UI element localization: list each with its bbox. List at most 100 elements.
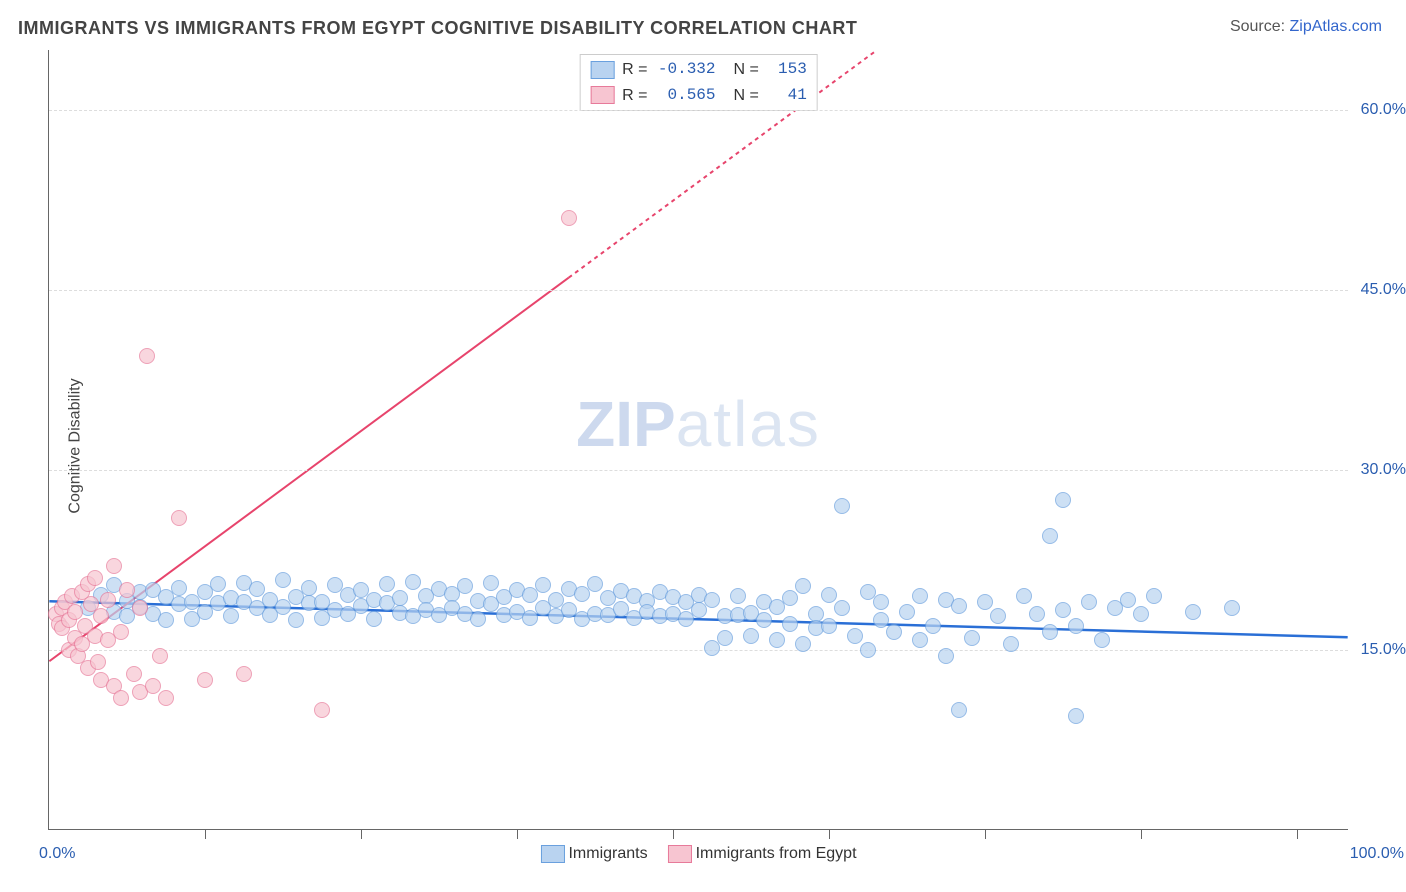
data-point	[795, 578, 811, 594]
data-point	[145, 678, 161, 694]
data-point	[821, 587, 837, 603]
watermark: ZIPatlas	[576, 387, 821, 461]
legend-swatch	[540, 845, 564, 863]
data-point	[1016, 588, 1032, 604]
data-point	[301, 580, 317, 596]
x-tick	[361, 829, 362, 839]
data-point	[405, 574, 421, 590]
data-point	[93, 608, 109, 624]
chart-title: IMMIGRANTS VS IMMIGRANTS FROM EGYPT COGN…	[18, 18, 857, 39]
x-tick	[985, 829, 986, 839]
trendlines-svg	[49, 50, 1348, 829]
source-link[interactable]: ZipAtlas.com	[1290, 18, 1382, 35]
data-point	[769, 632, 785, 648]
scatter-plot-area: ZIPatlas R =-0.332N =153R =0.565N =41 Im…	[48, 50, 1348, 830]
data-point	[925, 618, 941, 634]
gridline-h	[49, 470, 1348, 471]
legend-swatch	[668, 845, 692, 863]
data-point	[795, 636, 811, 652]
data-point	[171, 510, 187, 526]
data-point	[1224, 600, 1240, 616]
data-point	[106, 558, 122, 574]
data-point	[1029, 606, 1045, 622]
data-point	[1068, 618, 1084, 634]
data-point	[1094, 632, 1110, 648]
legend-swatch	[590, 86, 614, 104]
legend-r-label: R =	[622, 83, 647, 109]
data-point	[158, 612, 174, 628]
data-point	[951, 598, 967, 614]
data-point	[912, 588, 928, 604]
data-point	[379, 576, 395, 592]
x-tick	[517, 829, 518, 839]
watermark-atlas: atlas	[676, 388, 821, 460]
data-point	[912, 632, 928, 648]
data-point	[1055, 602, 1071, 618]
data-point	[1042, 624, 1058, 640]
data-point	[756, 612, 772, 628]
legend-swatch	[590, 61, 614, 79]
x-tick	[673, 829, 674, 839]
data-point	[100, 592, 116, 608]
series-legend-label: Immigrants	[568, 845, 647, 862]
data-point	[470, 611, 486, 627]
data-point	[119, 582, 135, 598]
legend-n-value: 153	[767, 57, 807, 83]
data-point	[158, 690, 174, 706]
data-point	[1133, 606, 1149, 622]
gridline-h	[49, 650, 1348, 651]
data-point	[886, 624, 902, 640]
watermark-zip: ZIP	[576, 388, 676, 460]
data-point	[964, 630, 980, 646]
data-point	[366, 611, 382, 627]
legend-n-value: 41	[767, 83, 807, 109]
data-point	[860, 642, 876, 658]
data-point	[113, 624, 129, 640]
data-point	[113, 690, 129, 706]
data-point	[1068, 708, 1084, 724]
legend-row: R =0.565N =41	[590, 83, 807, 109]
data-point	[938, 648, 954, 664]
series-legend-item: Immigrants	[540, 845, 647, 863]
data-point	[314, 702, 330, 718]
data-point	[1055, 492, 1071, 508]
legend-r-value: -0.332	[656, 57, 716, 83]
correlation-legend: R =-0.332N =153R =0.565N =41	[579, 54, 818, 111]
x-tick	[205, 829, 206, 839]
data-point	[67, 604, 83, 620]
data-point	[977, 594, 993, 610]
x-axis-max-label: 100.0%	[1350, 845, 1404, 863]
data-point	[704, 592, 720, 608]
source-attribution: Source: ZipAtlas.com	[1230, 18, 1382, 36]
data-point	[990, 608, 1006, 624]
data-point	[821, 618, 837, 634]
data-point	[1042, 528, 1058, 544]
data-point	[223, 608, 239, 624]
data-point	[483, 575, 499, 591]
data-point	[210, 576, 226, 592]
data-point	[730, 588, 746, 604]
data-point	[561, 210, 577, 226]
gridline-h	[49, 290, 1348, 291]
data-point	[717, 630, 733, 646]
data-point	[899, 604, 915, 620]
data-point	[236, 666, 252, 682]
data-point	[1003, 636, 1019, 652]
data-point	[873, 612, 889, 628]
data-point	[126, 666, 142, 682]
data-point	[847, 628, 863, 644]
source-prefix: Source:	[1230, 18, 1290, 35]
legend-n-label: N =	[734, 83, 759, 109]
y-tick-label: 30.0%	[1352, 461, 1406, 479]
legend-r-label: R =	[622, 57, 647, 83]
data-point	[1120, 592, 1136, 608]
data-point	[1081, 594, 1097, 610]
data-point	[457, 578, 473, 594]
data-point	[834, 498, 850, 514]
y-tick-label: 15.0%	[1352, 641, 1406, 659]
series-legend: ImmigrantsImmigrants from Egypt	[540, 845, 856, 863]
data-point	[691, 602, 707, 618]
data-point	[951, 702, 967, 718]
data-point	[152, 648, 168, 664]
y-tick-label: 45.0%	[1352, 281, 1406, 299]
